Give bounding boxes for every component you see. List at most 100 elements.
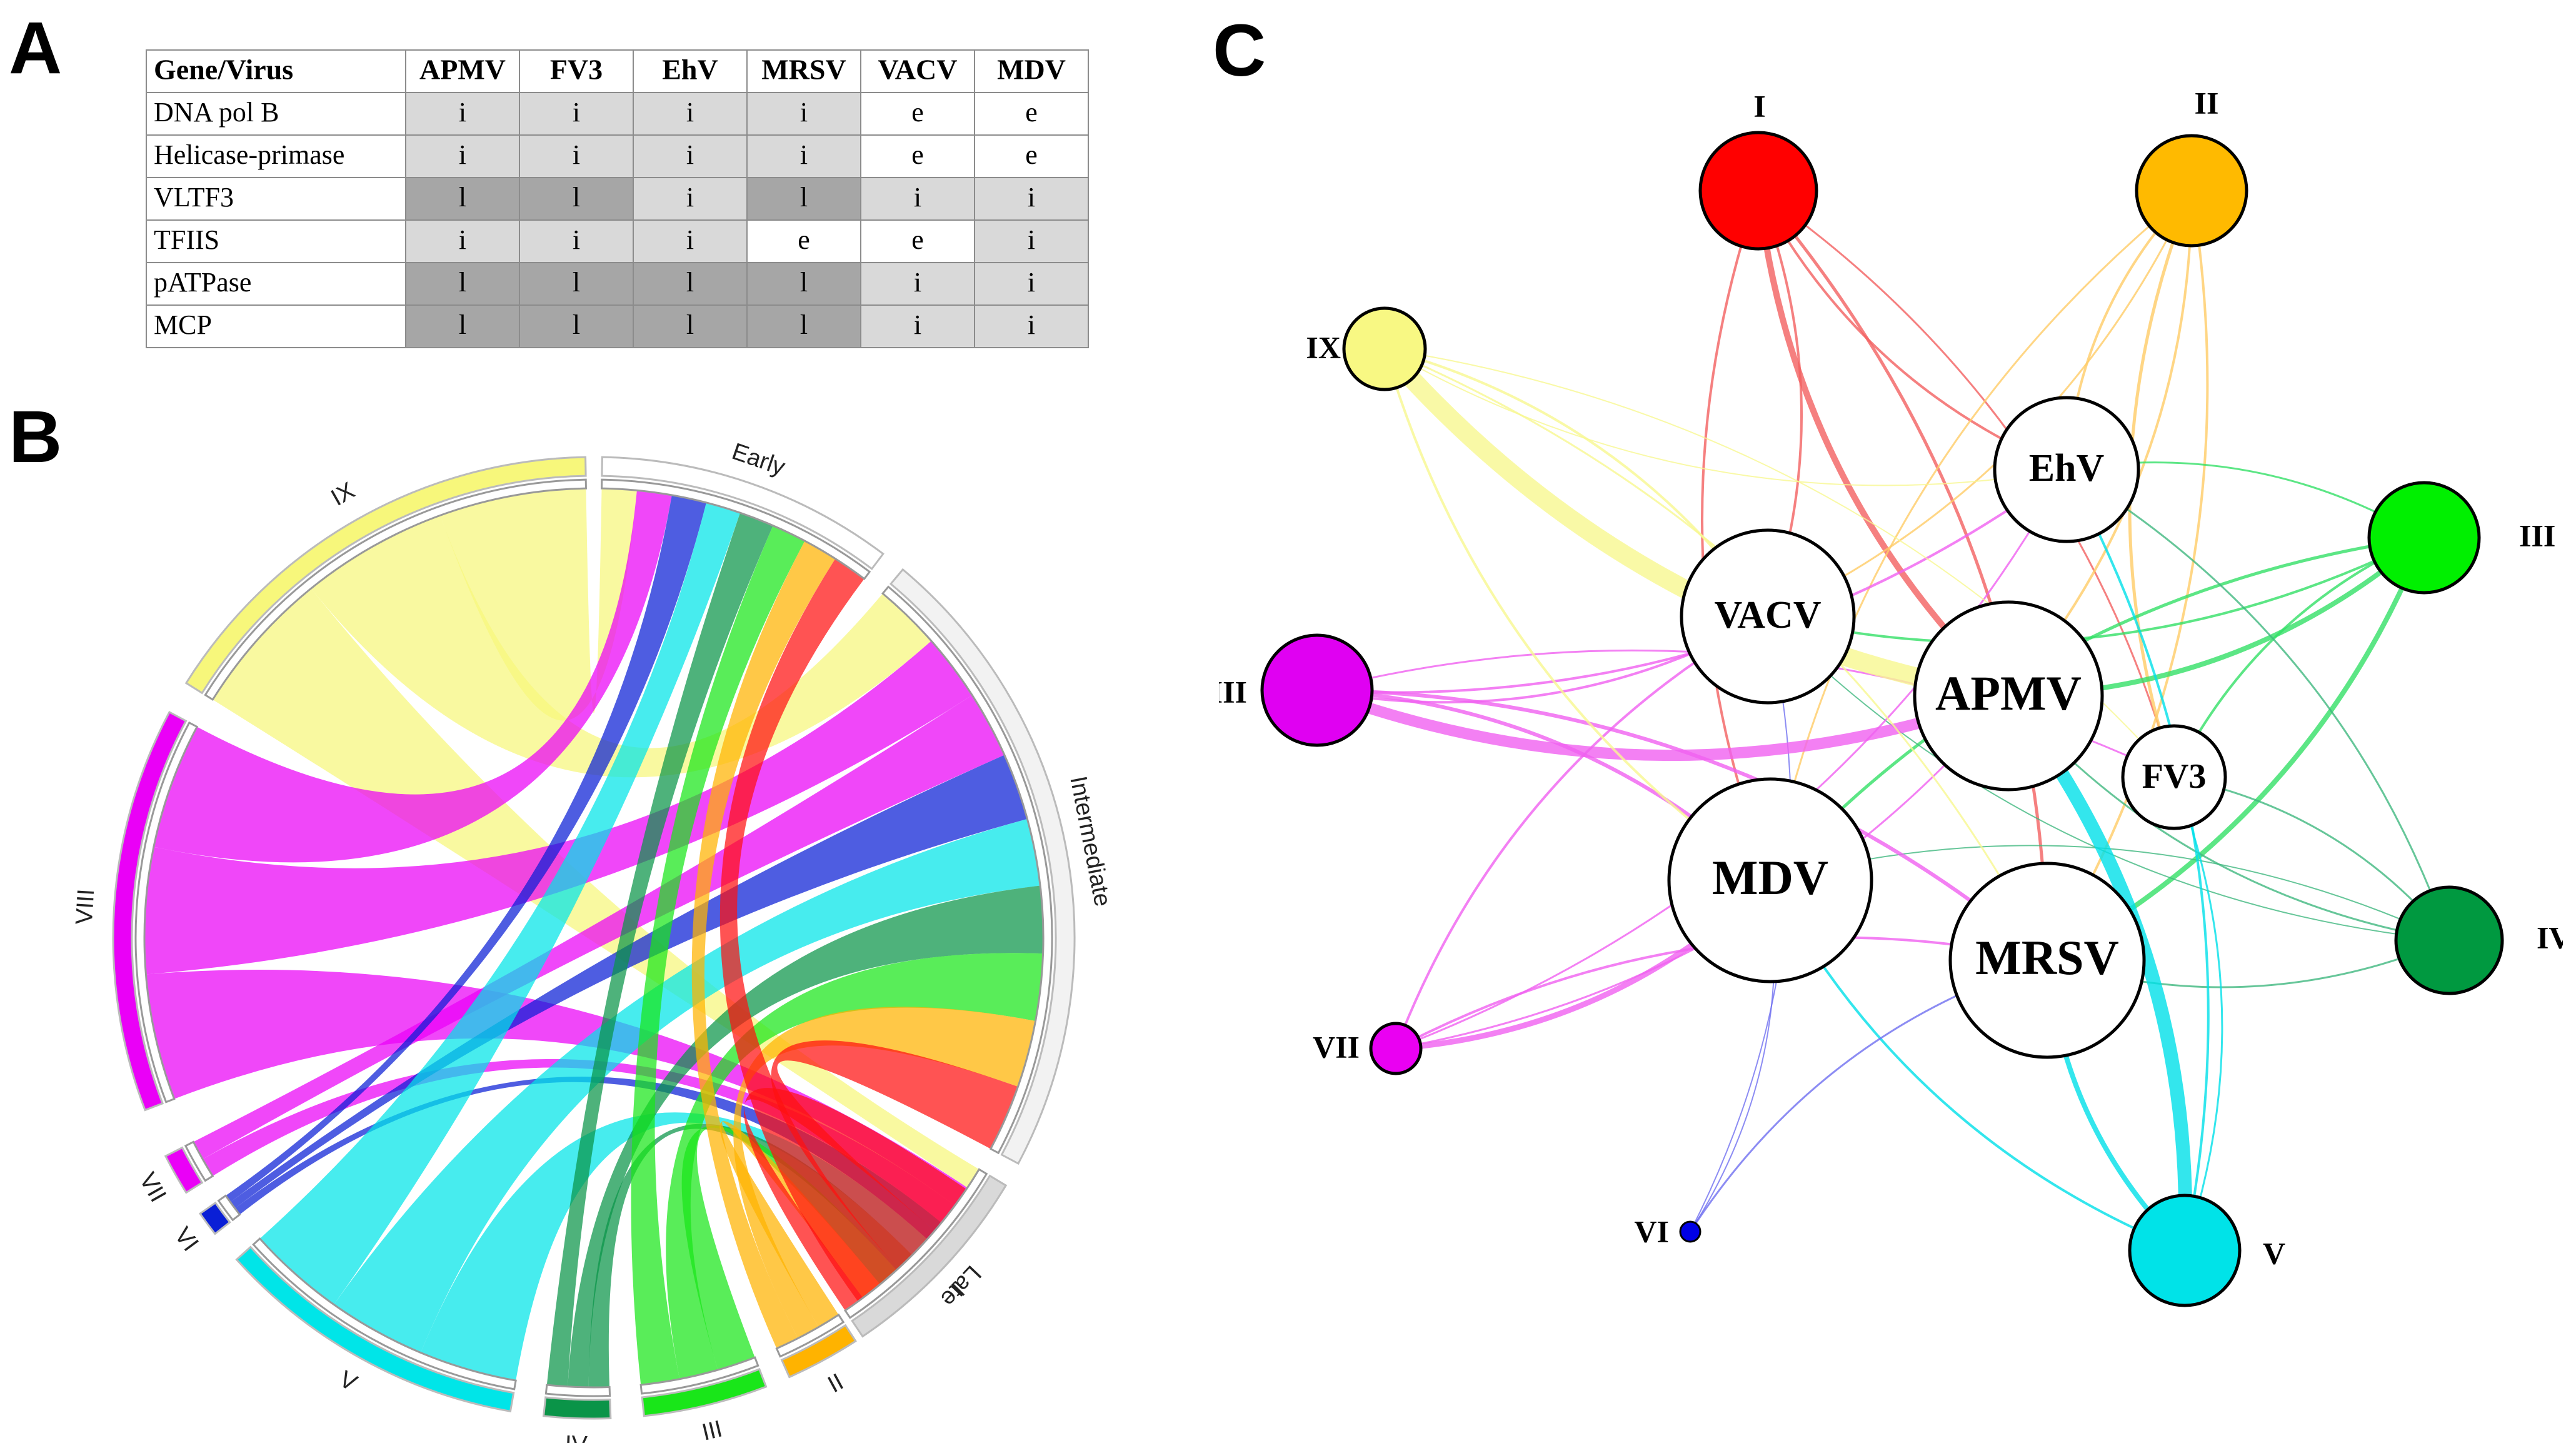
group-label-VI: VI — [169, 1222, 203, 1256]
group-arc-inner-IX — [204, 478, 587, 701]
edge-IV-VACV — [1767, 616, 2450, 941]
table-gene-name: TFIIS — [154, 224, 219, 255]
table-cell-value: i — [459, 139, 466, 170]
group-label-IX: IX — [327, 478, 359, 511]
table-cell-value: i — [573, 97, 580, 128]
table-cell-value: e — [1025, 139, 1038, 170]
cluster-label-VI: VI — [1634, 1214, 1669, 1249]
edge-V-EhV — [2065, 469, 2210, 1251]
table-row — [146, 262, 406, 306]
phase-arc-early — [601, 456, 885, 570]
table-cell — [519, 134, 634, 178]
cluster-node-IX — [1342, 306, 1427, 391]
table-cell-value: i — [686, 139, 694, 170]
table-row — [146, 177, 406, 221]
cluster-label-VII: VII — [1313, 1029, 1360, 1064]
table-gene-name: DNA pol B — [154, 97, 279, 128]
chord-ribbon-VIII-late — [146, 970, 968, 1206]
group-arc-VI — [198, 1201, 231, 1235]
chord-ribbons — [144, 488, 1043, 1387]
table-cell-value: e — [911, 97, 924, 128]
table-gene-name: Helicase-primase — [154, 139, 344, 170]
cluster-label-IV: IV — [2537, 920, 2563, 955]
group-arc-V — [235, 1245, 515, 1413]
virus-label-FV3: FV3 — [2142, 757, 2207, 796]
table-cell-value: l — [459, 309, 466, 340]
group-label-V: V — [335, 1366, 362, 1397]
group-label-VII: VII — [134, 1169, 171, 1207]
table-cell-value: e — [911, 224, 924, 255]
table-cell-value: l — [800, 309, 808, 340]
cluster-label-III: III — [2519, 518, 2555, 553]
chord-diagram: IXVIIIVIIVIVIVIIIIIIEarlyIntermediateLat… — [71, 438, 1116, 1443]
group-arc-VII — [164, 1146, 204, 1194]
chord-ribbon-VIII-intermediate — [144, 641, 973, 975]
table-cell-value: i — [1028, 224, 1035, 255]
table-cell-value: i — [459, 224, 466, 255]
group-arc-inner-II — [775, 1313, 845, 1358]
cluster-label-V: V — [2263, 1235, 2285, 1270]
table-cell — [405, 134, 520, 178]
virus-node-FV3 — [2121, 724, 2227, 830]
table-cell — [633, 262, 748, 306]
virus-node-VACV — [1680, 528, 1856, 705]
virus-label-EhV: EhV — [2029, 447, 2105, 490]
edge-I-MRSV — [1757, 189, 2049, 961]
table-header-virus: FV3 — [550, 54, 603, 86]
table-cell — [746, 92, 861, 136]
table-cell-value: e — [798, 224, 810, 255]
table-cell — [519, 219, 634, 263]
table-row — [146, 304, 406, 348]
virus-node-APMV — [1913, 600, 2104, 792]
cluster-label-VIII: VIII — [1219, 674, 1247, 709]
table-cell — [746, 262, 861, 306]
group-label-II: II — [824, 1369, 848, 1398]
table-cell — [519, 304, 634, 348]
table-header-virus: EhV — [662, 54, 718, 86]
table-cell — [633, 134, 748, 178]
table-cell — [974, 177, 1089, 221]
group-arc-II — [780, 1324, 857, 1379]
table-cell-value: l — [800, 267, 808, 298]
table-cell-value: l — [800, 182, 808, 213]
table-cell — [860, 177, 975, 221]
phase-arc-inner-late — [843, 1168, 988, 1319]
panel-label-c: C — [1213, 9, 1266, 92]
chord-ribbon-VI-intermediate — [230, 755, 1028, 1209]
table-cell-value: l — [686, 267, 694, 298]
network-diagram: IIIIIIIVVVIVIIVIIIIXAPMVFV3EhVMRSVVACVMD… — [1219, 85, 2563, 1307]
table-cell-value: i — [800, 97, 808, 128]
chord-ribbon-VII-intermediate — [193, 695, 1005, 1160]
phase-arc-inner-intermediate — [881, 585, 1053, 1155]
chord-ribbon-IV-early — [546, 513, 773, 1387]
table-cell-value: i — [686, 97, 694, 128]
table-header-virus: MRSV — [761, 54, 846, 86]
table-cell — [405, 177, 520, 221]
group-label-IV: IV — [564, 1431, 588, 1443]
phase-label-early: Early — [729, 438, 789, 481]
group-label-VIII: VIII — [71, 888, 99, 925]
chord-ribbon-III-early — [631, 525, 805, 1385]
table-cell — [974, 92, 1089, 136]
table-cell — [633, 304, 748, 348]
table-cell — [974, 304, 1089, 348]
chord-ribbon-VIII-early — [153, 490, 672, 863]
edge-VIII-APMV — [1315, 685, 2010, 762]
table-gene-name: MCP — [154, 309, 212, 340]
virus-node-EhV — [1993, 396, 2140, 543]
chord-ribbon-III-intermediate — [666, 953, 1043, 1379]
virus-label-VACV: VACV — [1714, 594, 1821, 636]
table-cell-value: l — [573, 182, 580, 213]
cluster-node-IV — [2394, 885, 2504, 995]
table-cell-value: e — [1025, 97, 1038, 128]
edge-IX-APMV — [1377, 343, 2010, 705]
cluster-node-VIII — [1260, 633, 1374, 747]
chord-ribbon-II-intermediate — [733, 1007, 1036, 1339]
table-cell-value: i — [1028, 267, 1035, 298]
table-cell-value: i — [573, 224, 580, 255]
table-cell-value: l — [459, 182, 466, 213]
group-label-III: III — [699, 1416, 725, 1443]
edge-II-MDV — [1769, 189, 2192, 881]
table-cell-value: l — [686, 309, 694, 340]
cluster-node-VII — [1369, 1022, 1423, 1075]
